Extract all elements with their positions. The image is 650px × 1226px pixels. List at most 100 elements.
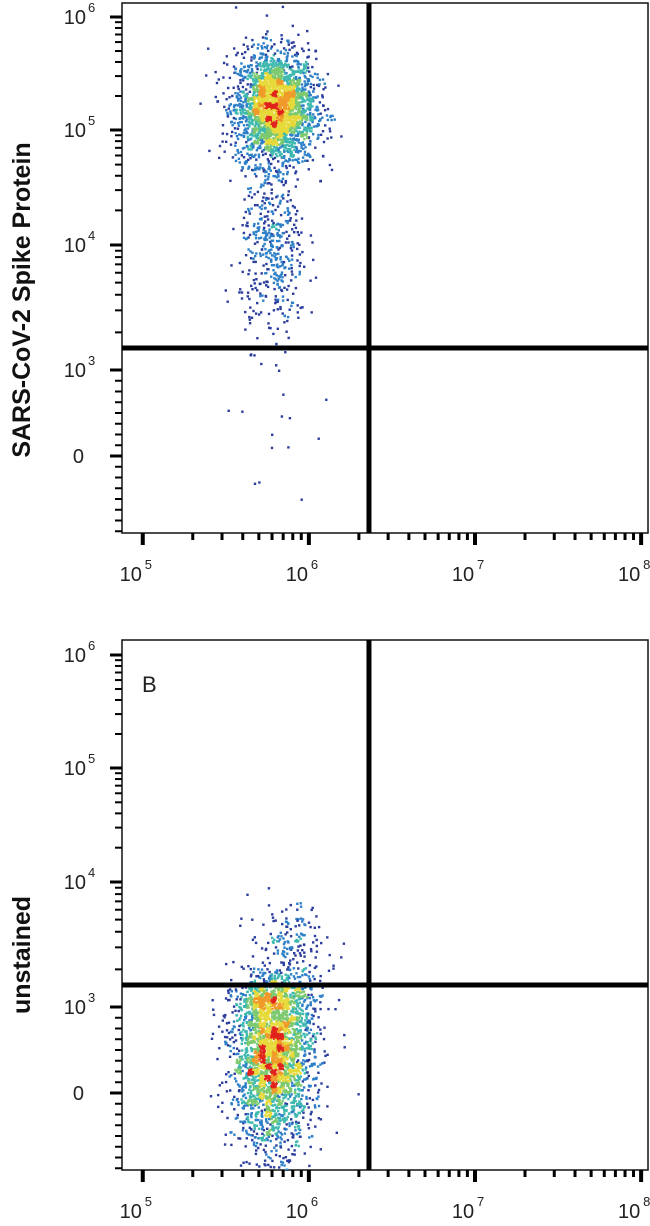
event-point — [217, 1093, 220, 1097]
event-point — [247, 158, 250, 162]
event-point — [282, 1029, 286, 1032]
event-point — [250, 45, 254, 48]
event-point — [295, 100, 298, 103]
event-point — [277, 68, 280, 71]
event-point — [276, 1127, 279, 1130]
event-point — [261, 1074, 264, 1077]
event-point — [287, 39, 290, 42]
event-point — [278, 143, 281, 146]
event-point — [240, 1090, 244, 1093]
event-point — [291, 228, 294, 231]
event-point — [286, 319, 289, 323]
event-point — [296, 1030, 300, 1033]
event-point — [305, 95, 308, 98]
event-point — [240, 68, 243, 71]
event-point — [297, 1093, 301, 1096]
event-point — [283, 114, 286, 117]
event-point — [244, 210, 247, 214]
event-point — [283, 286, 286, 289]
event-point — [314, 1007, 317, 1011]
event-point — [322, 155, 325, 158]
event-point — [260, 45, 263, 48]
event-point — [284, 241, 288, 244]
y-tick-label: 10 — [64, 235, 86, 257]
event-point — [301, 118, 304, 121]
event-point — [285, 288, 289, 291]
event-point — [311, 158, 315, 162]
event-point — [287, 120, 290, 123]
event-point — [255, 1019, 259, 1023]
event-point — [294, 1036, 298, 1039]
event-point — [271, 433, 274, 436]
event-point — [269, 1038, 273, 1041]
event-point — [296, 247, 299, 251]
event-point — [263, 109, 267, 112]
event-point — [305, 115, 308, 118]
event-point — [279, 993, 283, 996]
event-point — [301, 88, 305, 91]
event-point — [252, 91, 256, 95]
event-point — [297, 1040, 301, 1043]
event-point — [284, 351, 287, 354]
event-point — [292, 85, 295, 89]
event-point — [289, 244, 293, 247]
event-point — [321, 986, 324, 989]
event-point — [262, 281, 266, 284]
event-point — [238, 261, 242, 265]
event-point — [232, 104, 236, 107]
event-point — [263, 68, 266, 72]
event-point — [280, 34, 283, 37]
event-point — [270, 258, 273, 261]
event-point — [277, 1008, 280, 1011]
event-point — [245, 95, 248, 98]
event-point — [280, 118, 284, 122]
event-point — [271, 89, 274, 93]
event-point — [316, 76, 319, 80]
event-point — [255, 136, 258, 140]
event-point — [227, 86, 230, 90]
event-point — [277, 266, 280, 269]
event-point — [256, 47, 259, 50]
event-point — [215, 81, 219, 85]
event-point — [293, 977, 297, 980]
event-point — [244, 120, 248, 123]
event-point — [272, 122, 275, 126]
event-point — [290, 139, 293, 142]
event-point — [265, 989, 268, 992]
event-point — [255, 988, 258, 992]
event-point — [248, 71, 252, 75]
event-point — [279, 307, 282, 311]
event-point — [271, 133, 275, 136]
event-point — [245, 1063, 248, 1066]
event-point — [292, 87, 295, 90]
event-point — [272, 143, 275, 146]
event-point — [272, 332, 275, 336]
event-point — [261, 1125, 264, 1129]
event-point — [235, 1052, 238, 1056]
event-point — [278, 1101, 281, 1104]
event-point — [259, 127, 262, 130]
event-point — [276, 71, 279, 74]
event-point — [267, 210, 270, 213]
event-point — [239, 69, 242, 72]
y-tick-exponent: 3 — [88, 353, 95, 368]
event-point — [301, 1094, 304, 1097]
event-point — [229, 994, 232, 997]
event-point — [292, 1099, 295, 1102]
event-point — [319, 133, 323, 136]
event-point — [236, 1019, 239, 1022]
event-point — [303, 143, 306, 146]
event-point — [278, 63, 281, 66]
event-point — [250, 998, 253, 1001]
event-point — [276, 81, 279, 84]
event-point — [283, 321, 286, 324]
event-point — [252, 232, 255, 236]
event-point — [255, 158, 258, 161]
event-point — [291, 55, 294, 58]
event-point — [312, 83, 315, 87]
event-point — [227, 989, 230, 992]
event-point — [298, 126, 302, 129]
event-point — [235, 990, 238, 993]
event-point — [300, 110, 303, 113]
